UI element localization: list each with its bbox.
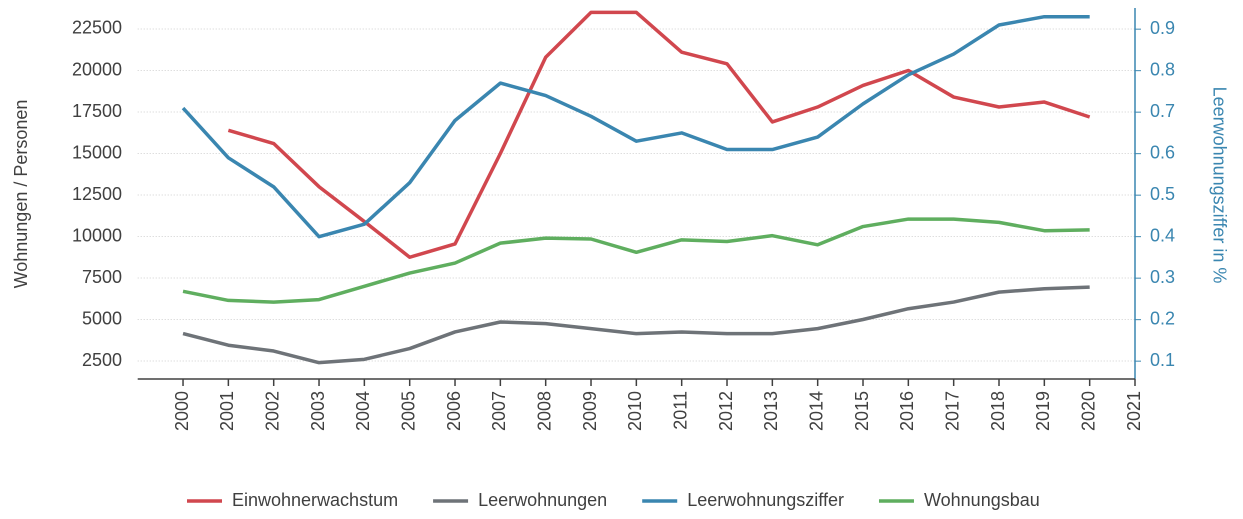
x-tick-label: 2002 <box>262 391 282 431</box>
legend-label: Einwohnerwachstum <box>232 490 398 510</box>
x-tick-label: 2021 <box>1124 391 1144 431</box>
legend-label: Wohnungsbau <box>924 490 1040 510</box>
x-tick-label: 2010 <box>625 391 645 431</box>
y2-tick-label: 0.5 <box>1150 184 1175 204</box>
series-line <box>182 217 1090 304</box>
y-tick-label: 15000 <box>72 142 122 162</box>
x-tick-label: 2020 <box>1078 391 1098 431</box>
x-tick-label: 2003 <box>308 391 328 431</box>
x-tick-label: 2007 <box>489 391 509 431</box>
x-tick-label: 2017 <box>942 391 962 431</box>
series-line <box>182 285 1090 365</box>
y-tick-label: 12500 <box>72 184 122 204</box>
y-tick-label: 7500 <box>82 267 122 287</box>
x-tick-label: 2011 <box>670 391 690 430</box>
x-tick-label: 2012 <box>716 391 736 431</box>
y2-tick-label: 0.8 <box>1150 59 1175 79</box>
series-line <box>181 14 1090 239</box>
y-tick-label: 10000 <box>72 225 122 245</box>
x-tick-label: 2009 <box>580 391 600 431</box>
legend-label: Leerwohnungsziffer <box>687 490 844 510</box>
y-tick-label: 2500 <box>82 350 122 370</box>
y-tick-label: 17500 <box>72 101 122 121</box>
y-tick-label: 20000 <box>72 59 122 79</box>
x-tick-label: 2014 <box>806 391 826 431</box>
y2-tick-label: 0.9 <box>1150 18 1175 38</box>
y-tick-label: 5000 <box>82 308 122 328</box>
y2-tick-label: 0.3 <box>1150 267 1175 287</box>
x-tick-label: 2013 <box>761 391 781 431</box>
x-tick-label: 2019 <box>1033 391 1053 431</box>
y2-axis-label: Leerwohnungsziffer in % <box>1209 87 1229 284</box>
y2-tick-label: 0.2 <box>1150 308 1175 328</box>
y2-tick-label: 0.1 <box>1150 350 1175 370</box>
x-tick-label: 2004 <box>353 391 373 431</box>
x-tick-label: 2006 <box>444 391 464 431</box>
x-tick-label: 2001 <box>217 391 237 431</box>
x-tick-label: 2005 <box>398 391 418 431</box>
y2-tick-label: 0.6 <box>1150 142 1175 162</box>
x-tick-label: 2016 <box>897 391 917 431</box>
y-tick-label: 22500 <box>72 18 122 38</box>
x-tick-label: 2018 <box>988 391 1008 431</box>
y2-tick-label: 0.4 <box>1150 225 1175 245</box>
x-tick-label: 2015 <box>852 391 872 431</box>
x-tick-label: 2008 <box>534 391 554 431</box>
y2-tick-label: 0.7 <box>1150 101 1175 121</box>
legend-label: Leerwohnungen <box>478 490 607 510</box>
x-tick-label: 2000 <box>172 391 192 431</box>
y-axis-label: Wohnungen / Personen <box>11 100 31 289</box>
series-line <box>227 10 1091 260</box>
